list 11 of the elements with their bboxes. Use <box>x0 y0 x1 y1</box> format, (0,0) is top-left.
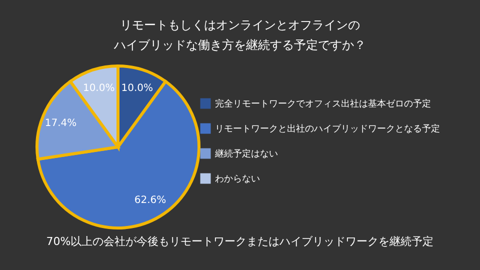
legend-label: わからない <box>215 174 260 184</box>
legend-label: 継続予定はない <box>214 148 278 160</box>
data-label: 17.4% <box>44 118 77 130</box>
data-label: 62.6% <box>134 194 166 206</box>
text: ハイブリッドな働き方を継続する予定ですか？ <box>114 38 366 52</box>
text: リモートもしくはオンラインとオフラインの <box>120 18 360 32</box>
text: 70%以上の会社が今後もリモートワークまたはハイブリッドワークを継続予定 <box>46 235 434 248</box>
legend-label: リモートワークと出社のハイブリッドワークとなる予定 <box>215 124 440 134</box>
legend-label: 完全リモートワークでオフィス出社は基本ゼロの予定 <box>215 98 431 110</box>
data-label: 10.0% <box>121 83 154 94</box>
data-label: 10.0% <box>82 83 115 94</box>
